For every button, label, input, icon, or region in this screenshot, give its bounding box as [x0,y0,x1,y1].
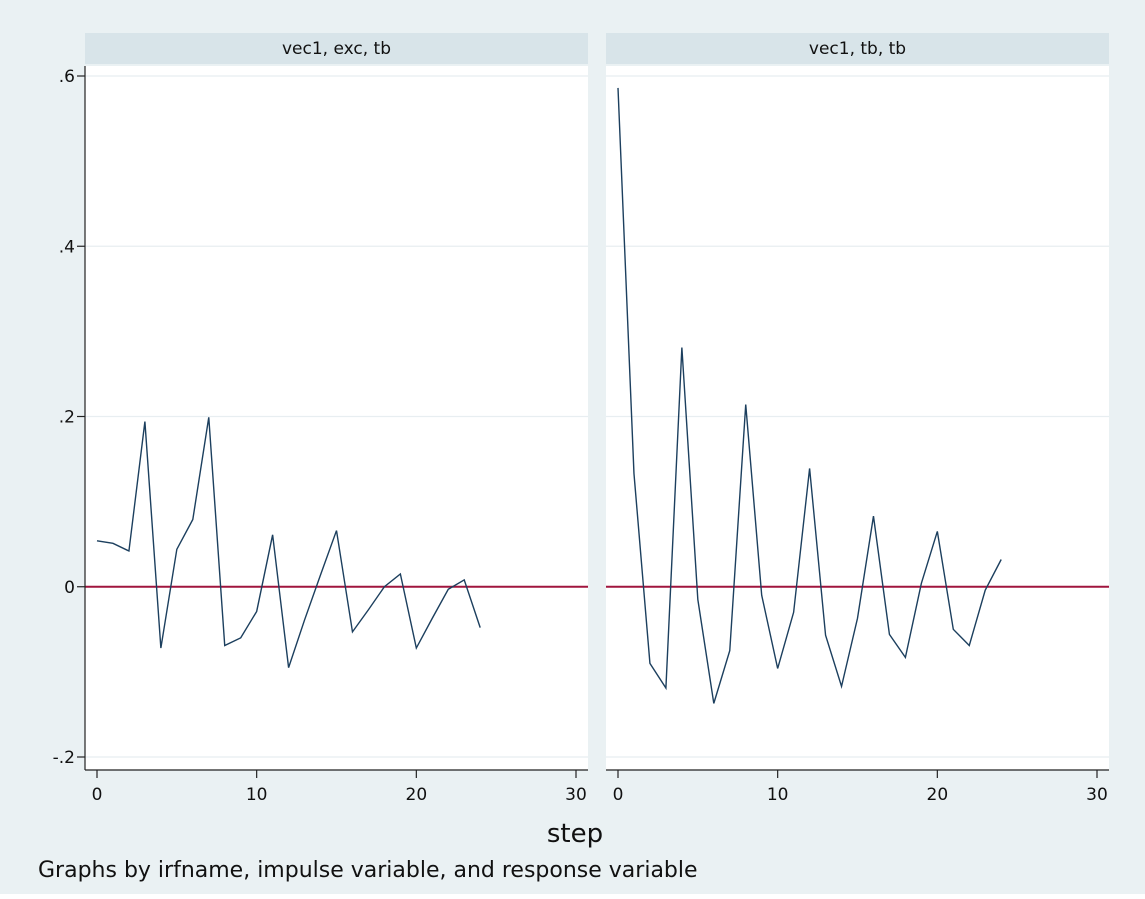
series-line [96,417,481,668]
y-tick-label: -.2 [53,748,75,768]
panel-title: vec1, tb, tb [809,39,906,59]
panel-left: vec1, exc, tb 0 10 20 30 -.2 0 .2 .4 .6 [53,33,588,805]
y-tick-label: .6 [59,67,75,87]
x-tick-label: 10 [767,785,789,805]
x-tick-label: 10 [246,785,268,805]
figure-note: Graphs by irfname, impulse variable, and… [38,858,698,883]
series-line [617,87,1002,704]
x-axis-title: step [547,819,603,849]
gridlines [85,75,588,758]
panel-title-strip [606,33,1109,64]
x-axis: 0 10 20 30 [85,769,588,805]
x-tick-label: 30 [565,785,587,805]
x-tick-label: 20 [927,785,949,805]
panel-title-strip [85,33,588,64]
x-tick-label: 0 [92,785,103,805]
plot-area [85,66,588,770]
y-axis: -.2 0 .2 .4 .6 [53,66,86,770]
y-tick-label: .2 [59,408,75,428]
panel-title: vec1, exc, tb [282,39,391,59]
y-tick-label: 0 [64,578,75,598]
x-tick-label: 30 [1086,785,1108,805]
x-tick-label: 0 [613,785,624,805]
plot-area [606,66,1109,770]
x-axis: 0 10 20 30 [606,769,1109,805]
y-tick-label: .4 [59,237,75,257]
x-tick-label: 20 [406,785,428,805]
panel-right: vec1, tb, tb 0 10 20 30 [606,33,1109,805]
gridlines [606,75,1109,758]
